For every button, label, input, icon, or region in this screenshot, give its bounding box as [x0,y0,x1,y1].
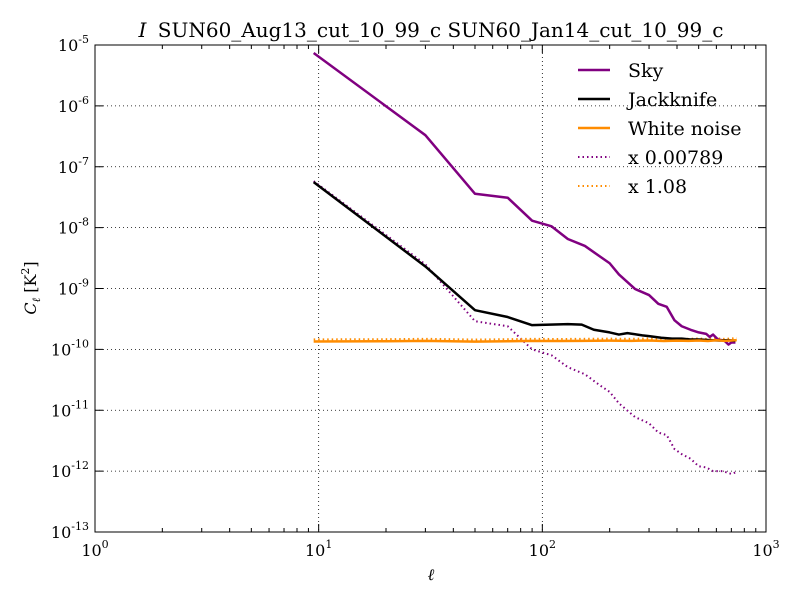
y-axis-label: Cℓ[K2] [19,261,43,314]
y-tick-label: 10-12 [51,459,89,481]
y-tick-label: 10-7 [58,155,89,177]
x-tick-label: 100 [81,538,108,560]
y-tick-label: 10-11 [51,398,89,420]
chart-title: I SUN60_Aug13_cut_10_99_c SUN60_Jan14_cu… [138,18,724,42]
x-axis-label: ℓ [428,565,435,584]
legend: Sky Jackknife White noise x 0.00789 x 1.08 [578,60,742,198]
ticks: 100 101 102 103 10-5 10-6 10-7 10-8 10-9 10-10 10-… [51,33,780,560]
x-tick-label: 101 [305,538,332,560]
series-line-x-0-00789 [313,180,736,475]
series-line-sky [312,51,736,346]
legend-label: x 0.00789 [628,147,723,169]
x-tick-label: 102 [529,538,556,560]
legend-label: Sky [628,60,664,82]
x-tick-label: 103 [752,538,779,560]
y-tick-label: 10-8 [58,216,89,238]
y-tick-label: 10-6 [58,94,89,116]
series-line-white-noise [313,338,737,343]
series-layer [312,51,737,475]
y-tick-label: 10-5 [58,33,89,55]
y-tick-label: 10-13 [51,520,89,542]
legend-label: x 1.08 [628,176,687,198]
y-tick-label: 10-9 [58,277,89,299]
legend-label: White noise [628,118,742,140]
legend-label: Jackknife [626,89,717,111]
y-tick-label: 10-10 [51,337,89,359]
series-line-x-1-08 [313,337,737,341]
